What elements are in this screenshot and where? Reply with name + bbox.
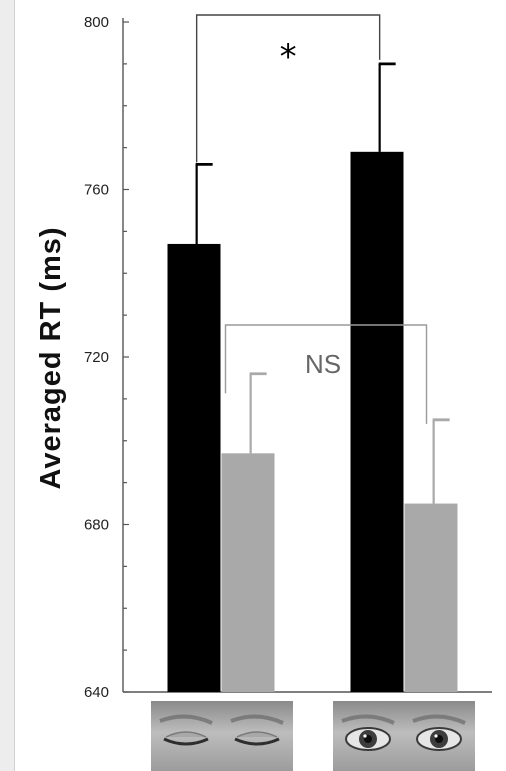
significance-annotations: * NS	[195, 14, 428, 424]
left-margin-border	[14, 0, 15, 771]
y-axis-label: Averaged RT (ms)	[35, 226, 67, 489]
significance-bracket-black	[195, 14, 381, 163]
eye-highlight	[363, 734, 367, 738]
y-tick-label: 800	[84, 14, 109, 31]
category-images	[151, 701, 475, 771]
closed-eyelid	[163, 737, 209, 746]
eyebrow-shape	[230, 714, 284, 725]
bar-black	[167, 243, 221, 692]
y-tick-label: 720	[84, 349, 109, 366]
left-margin-strip	[0, 0, 14, 771]
bar-gray	[404, 503, 458, 692]
eyelid-fold	[236, 731, 278, 738]
bar-black	[350, 151, 404, 692]
eye-highlight	[434, 734, 438, 738]
bars	[167, 62, 458, 692]
closed-eyes-photo	[151, 701, 293, 771]
eyelid-fold	[165, 731, 207, 738]
eyebrow-shape	[341, 714, 395, 725]
significance-bracket-gray	[224, 324, 428, 424]
closed-eyelid	[234, 737, 280, 746]
eyebrow-shape	[159, 714, 213, 725]
open-eyes-photo	[333, 701, 475, 771]
significance-star: *	[280, 37, 297, 77]
bar-gray	[221, 453, 275, 692]
y-tick-label: 680	[84, 517, 109, 534]
eyebrow-shape	[412, 714, 466, 725]
y-tick-label: 640	[84, 684, 109, 701]
significance-ns: NS	[305, 349, 341, 379]
y-tick-label: 760	[84, 182, 109, 199]
